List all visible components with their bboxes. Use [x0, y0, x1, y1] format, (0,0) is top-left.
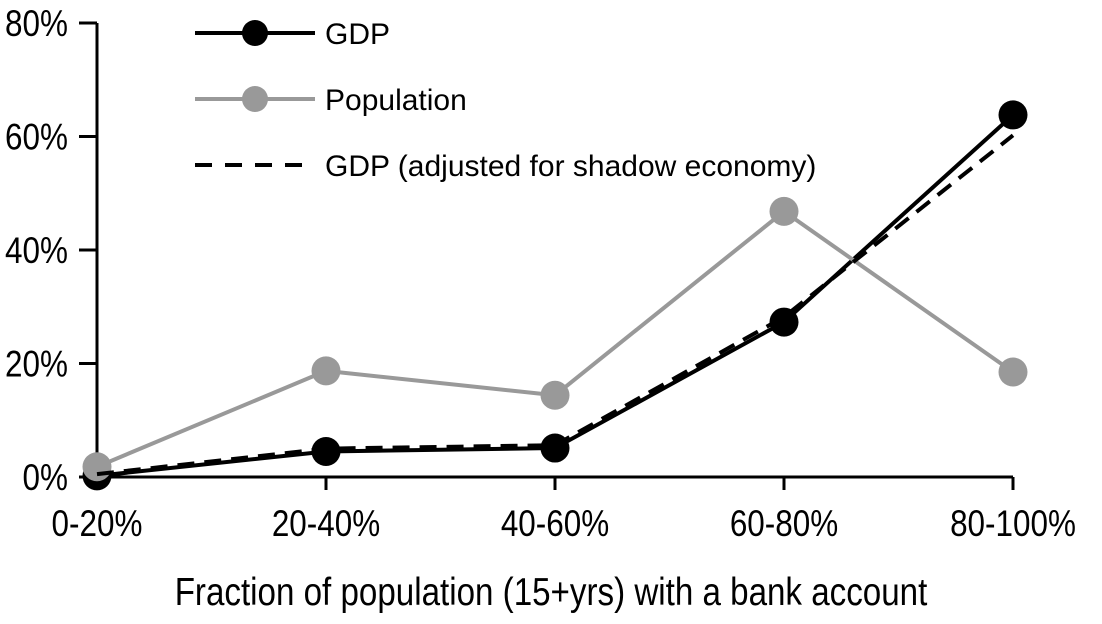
x-axis-tick-label: 60-80% — [730, 504, 838, 545]
data-point-marker — [540, 380, 570, 410]
x-axis-tick-label: 40-60% — [501, 504, 609, 545]
legend-label: GDP (adjusted for shadow economy) — [325, 150, 816, 183]
x-axis-tick-label: 80-100% — [950, 504, 1076, 545]
y-axis-tick-label: 40% — [5, 231, 68, 272]
series-line-1 — [96, 209, 1015, 469]
legend-item: Population — [195, 84, 467, 117]
x-axis-title: Fraction of population (15+yrs) with a b… — [175, 569, 928, 613]
series-line-2 — [96, 133, 1015, 477]
x-axis-tick-label: 0-20% — [52, 504, 143, 545]
data-point-marker — [769, 307, 799, 337]
legend-label: Population — [325, 84, 467, 117]
legend-marker — [242, 20, 268, 46]
legend-item: GDP — [195, 18, 390, 51]
data-point-marker — [769, 196, 799, 226]
series-1 — [82, 196, 1028, 482]
series-2 — [96, 133, 1015, 477]
data-point-marker — [311, 436, 341, 466]
data-point-marker — [998, 100, 1028, 130]
data-point-marker — [82, 452, 112, 482]
y-axis-tick-label: 20% — [5, 344, 68, 385]
data-point-marker — [998, 357, 1028, 387]
legend-item: GDP (adjusted for shadow economy) — [195, 150, 816, 183]
y-axis-tick-label: 60% — [5, 117, 68, 158]
data-point-marker — [311, 356, 341, 386]
y-axis-tick-label: 0% — [23, 458, 68, 499]
legend-label: GDP — [325, 18, 390, 51]
legend-marker — [242, 86, 268, 112]
y-axis-tick-label: 80% — [5, 4, 68, 45]
legend: GDP Population GDP (adjusted for shadow ec… — [195, 18, 816, 183]
x-axis-tick-label: 20-40% — [272, 504, 380, 545]
axes — [79, 21, 1015, 490]
